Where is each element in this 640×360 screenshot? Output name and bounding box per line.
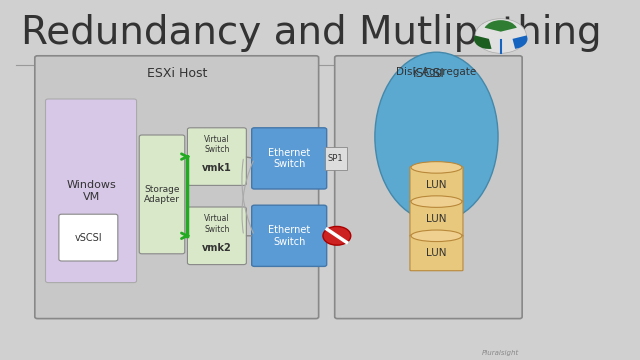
Ellipse shape bbox=[375, 52, 498, 221]
Text: Redundancy and Mutlipathing: Redundancy and Mutlipathing bbox=[21, 14, 602, 53]
FancyBboxPatch shape bbox=[188, 207, 246, 265]
Text: Storage
Adapter: Storage Adapter bbox=[144, 185, 180, 204]
Text: vmk1: vmk1 bbox=[202, 163, 232, 174]
Text: LUN: LUN bbox=[426, 214, 447, 224]
Text: Pluralsight: Pluralsight bbox=[482, 350, 520, 356]
FancyBboxPatch shape bbox=[252, 205, 326, 266]
FancyBboxPatch shape bbox=[335, 56, 522, 319]
Text: Ethernet
Switch: Ethernet Switch bbox=[268, 225, 310, 247]
Wedge shape bbox=[474, 35, 492, 49]
Text: Windows
VM: Windows VM bbox=[66, 180, 116, 202]
FancyBboxPatch shape bbox=[35, 56, 319, 319]
Text: LUN: LUN bbox=[426, 180, 447, 189]
FancyBboxPatch shape bbox=[324, 147, 347, 170]
FancyBboxPatch shape bbox=[252, 128, 326, 189]
Wedge shape bbox=[513, 35, 527, 49]
Text: Virtual
Switch: Virtual Switch bbox=[204, 214, 230, 234]
Text: vmk2: vmk2 bbox=[202, 243, 232, 253]
Text: vSCSI: vSCSI bbox=[74, 233, 102, 243]
Text: Disk Aggregate: Disk Aggregate bbox=[396, 67, 477, 77]
FancyBboxPatch shape bbox=[410, 235, 463, 271]
FancyBboxPatch shape bbox=[188, 128, 246, 185]
Circle shape bbox=[323, 226, 351, 245]
FancyBboxPatch shape bbox=[410, 201, 463, 237]
Text: iSCSI: iSCSI bbox=[413, 67, 444, 80]
Circle shape bbox=[475, 19, 527, 53]
Text: LUN: LUN bbox=[426, 248, 447, 258]
Ellipse shape bbox=[411, 196, 462, 207]
FancyBboxPatch shape bbox=[140, 135, 185, 254]
Text: Virtual
Switch: Virtual Switch bbox=[204, 135, 230, 154]
FancyBboxPatch shape bbox=[410, 167, 463, 202]
FancyBboxPatch shape bbox=[45, 99, 136, 283]
Ellipse shape bbox=[411, 230, 462, 242]
Text: ESXi Host: ESXi Host bbox=[147, 67, 207, 80]
Text: SP1: SP1 bbox=[328, 154, 344, 163]
FancyBboxPatch shape bbox=[59, 214, 118, 261]
Text: Ethernet
Switch: Ethernet Switch bbox=[268, 148, 310, 169]
Wedge shape bbox=[484, 20, 517, 32]
Ellipse shape bbox=[411, 162, 462, 173]
